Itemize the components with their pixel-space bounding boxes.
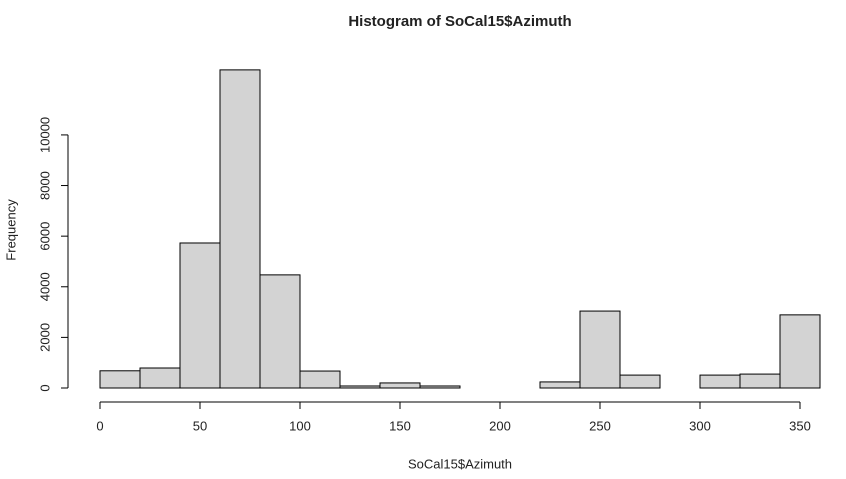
y-tick-label: 2000	[37, 323, 52, 352]
bar	[739, 373, 781, 389]
bar	[779, 314, 821, 389]
bar	[379, 382, 421, 389]
bar	[619, 374, 661, 389]
bar	[299, 370, 341, 389]
bar	[579, 310, 621, 389]
y-tick-label: 4000	[37, 272, 52, 301]
x-tick-label: 100	[289, 418, 311, 433]
bar	[699, 374, 741, 389]
x-tick-label: 350	[789, 418, 811, 433]
y-tick-label: 0	[37, 384, 52, 391]
bar	[179, 242, 221, 389]
bar	[99, 370, 141, 389]
chart-title: Histogram of SoCal15$Azimuth	[348, 13, 571, 30]
x-tick-label: 50	[193, 418, 207, 433]
bar	[419, 385, 461, 389]
y-tick-label: 8000	[37, 171, 52, 200]
x-tick-label: 150	[389, 418, 411, 433]
bar	[259, 274, 301, 389]
bar	[539, 381, 581, 389]
y-tick-label: 6000	[37, 222, 52, 251]
y-tick-label: 10000	[37, 117, 52, 153]
x-tick-label: 250	[589, 418, 611, 433]
y-axis-label: Frequency	[3, 199, 18, 261]
x-tick-label: 0	[96, 418, 103, 433]
bar	[139, 367, 181, 389]
bar	[339, 385, 381, 389]
x-tick-label: 300	[689, 418, 711, 433]
bar	[219, 69, 261, 389]
x-axis-label: SoCal15$Azimuth	[408, 456, 512, 471]
x-tick-label: 200	[489, 418, 511, 433]
